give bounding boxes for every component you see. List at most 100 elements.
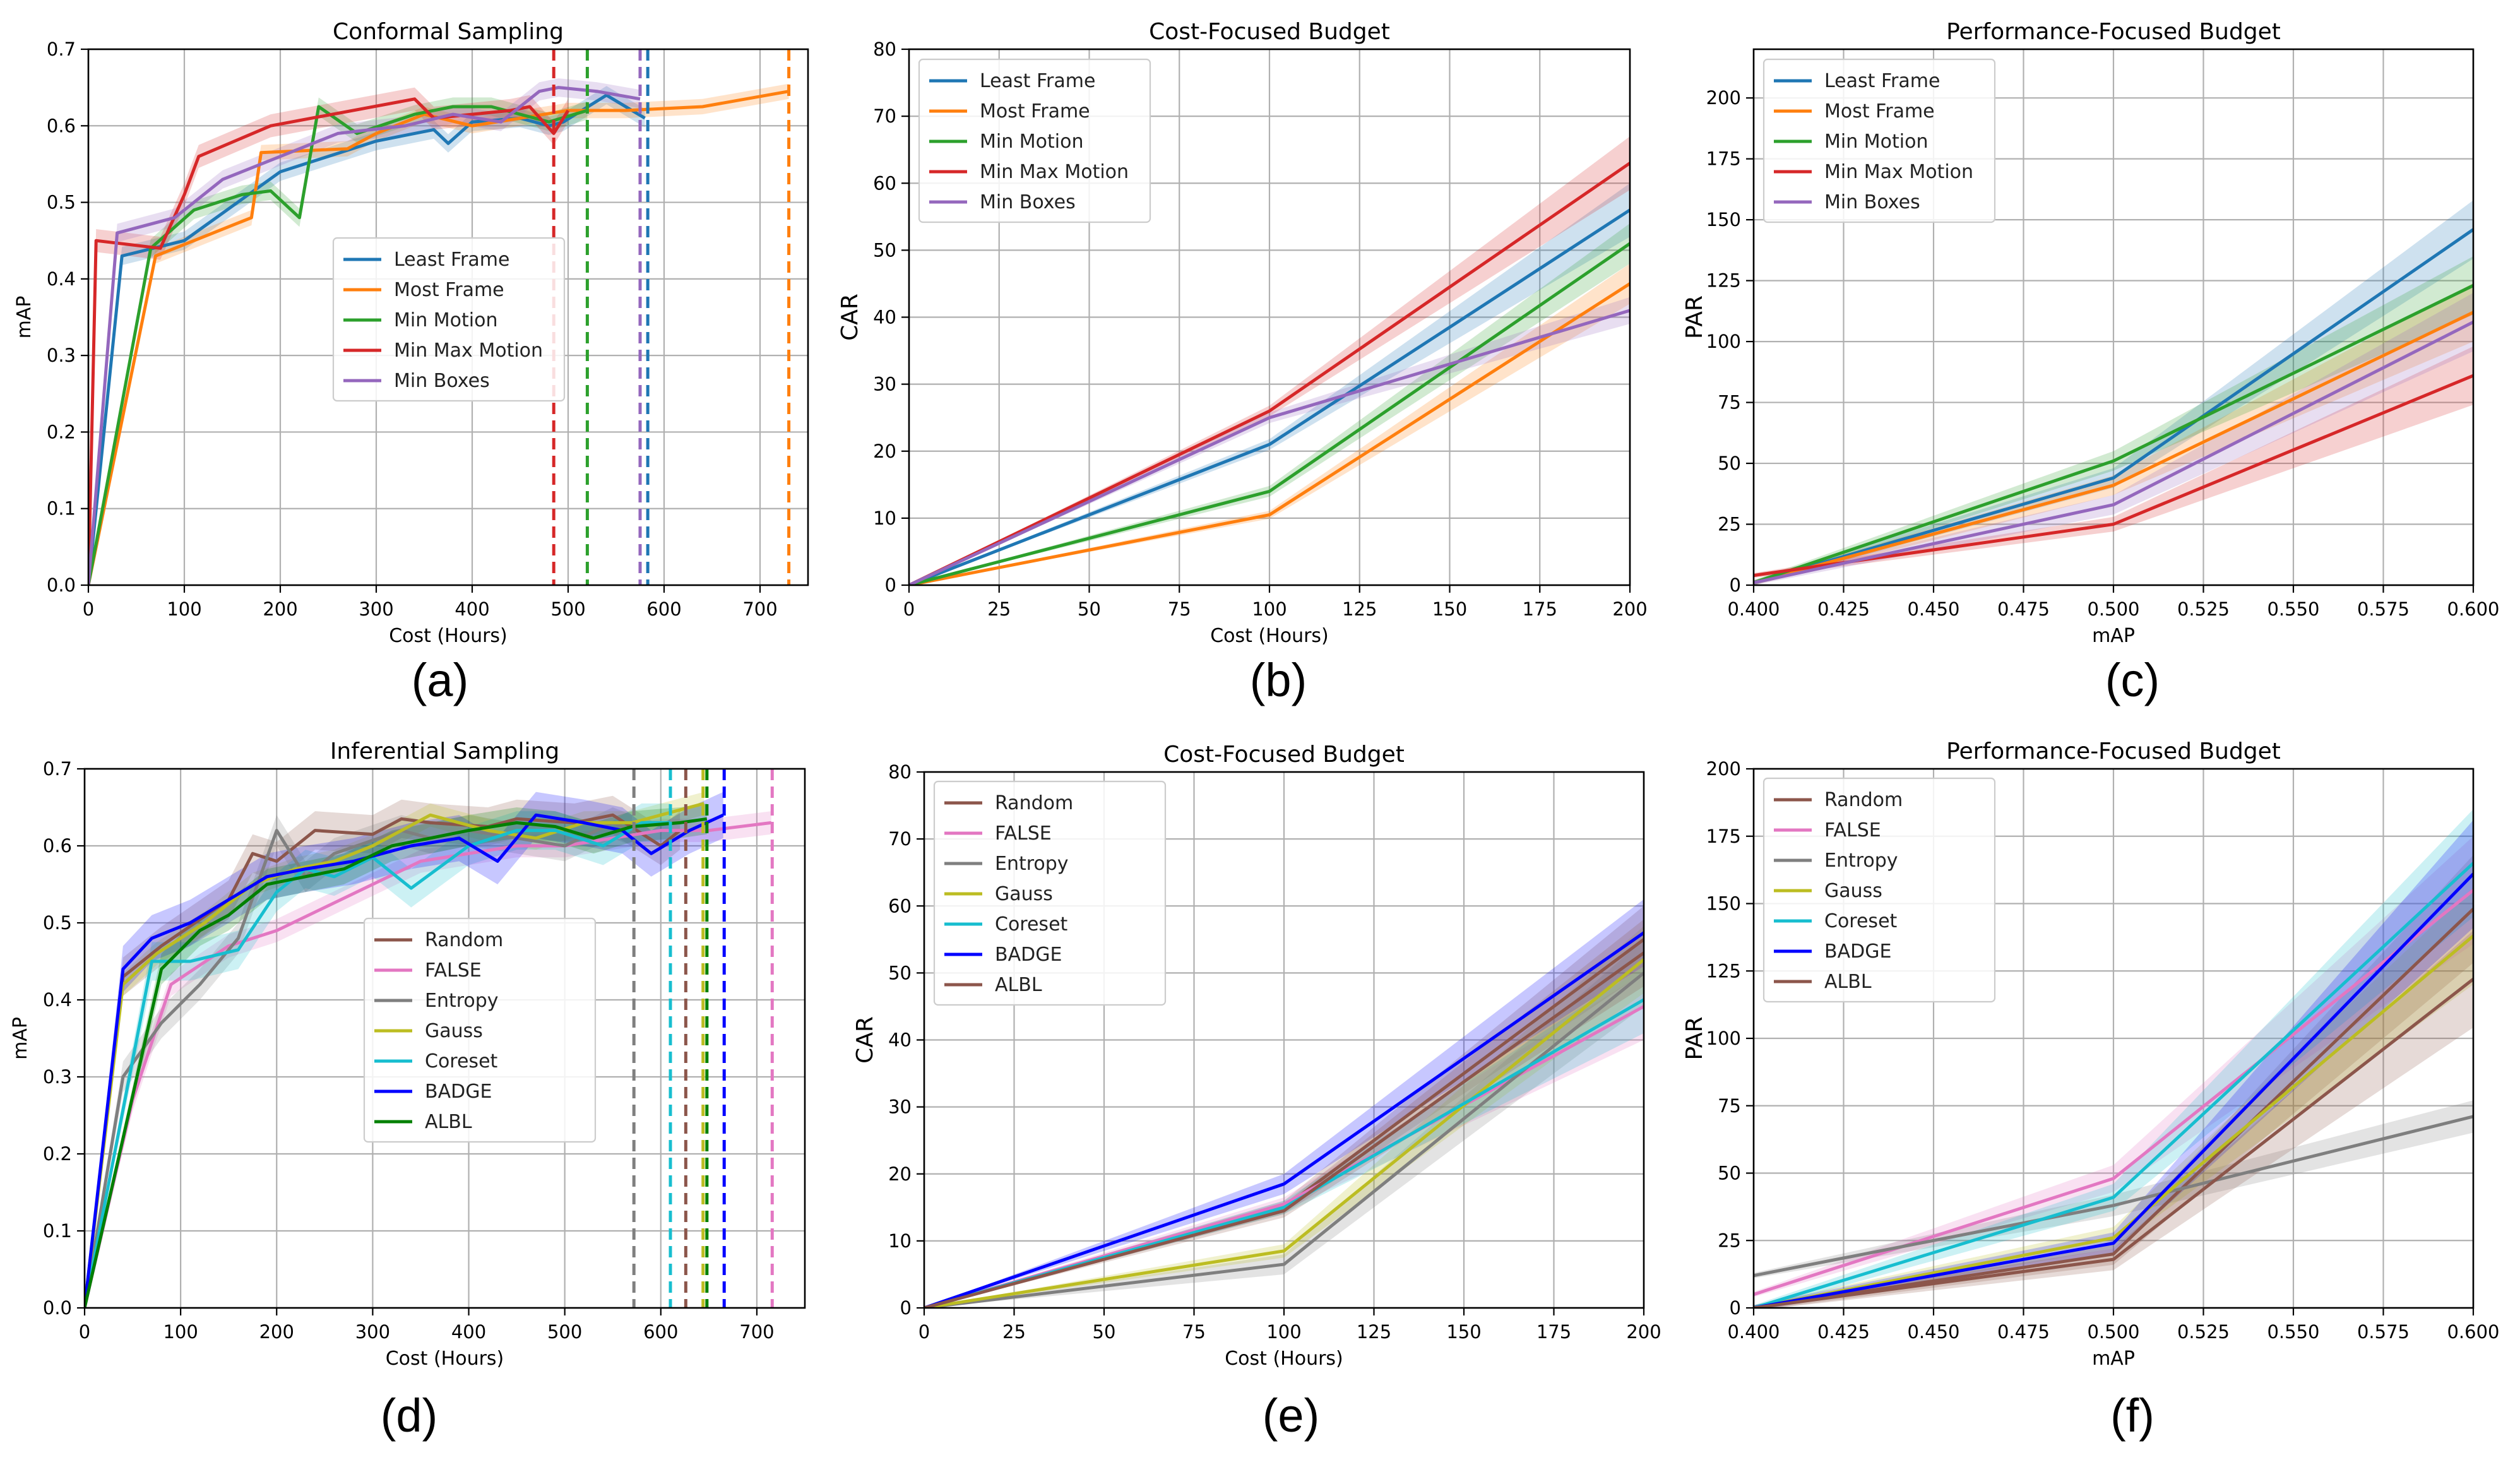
- y-tick-label: 150: [1706, 209, 1741, 230]
- panel-label-e: (e): [1262, 1389, 1320, 1442]
- legend-label: Most Frame: [394, 279, 504, 301]
- series-line: [1754, 311, 2473, 585]
- legend-label: Gauss: [1824, 880, 1882, 902]
- legend-box: [1762, 58, 1996, 223]
- legend-label: Min Motion: [1824, 131, 1928, 153]
- plot-area: [909, 136, 1630, 585]
- legend-label: FALSE: [1824, 819, 1881, 841]
- panel-label-f: (f): [2110, 1389, 2154, 1442]
- legend-label: Random: [995, 792, 1073, 814]
- x-tick-label: 0: [83, 598, 94, 620]
- legend-label: Least Frame: [1824, 70, 1940, 92]
- plot-area: [88, 49, 791, 585]
- x-axis-label: mAP: [2092, 625, 2135, 647]
- x-tick-label: 0.525: [2177, 1321, 2230, 1343]
- x-tick-label: 125: [1342, 598, 1377, 620]
- series-line: [85, 817, 708, 1308]
- x-tick-label: 0.575: [2357, 1321, 2410, 1343]
- y-tick-label: 100: [1706, 1028, 1741, 1049]
- series-line: [924, 958, 1644, 1308]
- legend-label: Min Motion: [980, 131, 1083, 153]
- x-tick-label: 500: [547, 1321, 582, 1343]
- x-tick-label: 100: [163, 1321, 198, 1343]
- confidence-band: [1754, 855, 2473, 1308]
- chart-d: 0 100 200 300 400 500 600 700 0.0 0.1 0.2 0.3 0.4 0.5…: [9, 739, 806, 1370]
- x-axis-label: Cost (Hours): [386, 1348, 504, 1370]
- y-tick-label: 0.2: [47, 421, 76, 442]
- x-tick-label: 0.550: [2267, 1321, 2319, 1343]
- series-line: [1754, 374, 2473, 578]
- chart-title: Inferential Sampling: [330, 739, 559, 764]
- y-tick-label: 175: [1706, 826, 1741, 847]
- x-tick-label: 200: [259, 1321, 294, 1343]
- y-tick-label: 0.0: [43, 1297, 72, 1319]
- series-line: [88, 97, 570, 585]
- x-tick-label: 0.500: [2087, 1321, 2139, 1343]
- y-tick-label: 0.4: [43, 989, 72, 1011]
- series-line: [909, 309, 1630, 585]
- series-line: [88, 86, 641, 585]
- x-axis-label: Cost (Hours): [1210, 625, 1329, 647]
- x-tick-label: 0.575: [2357, 598, 2410, 620]
- series-line: [924, 951, 1644, 1308]
- chart-title: Conformal Sampling: [333, 19, 564, 45]
- panel-label-c: (c): [2105, 654, 2160, 706]
- x-tick-label: 700: [742, 598, 777, 620]
- y-tick-label: 100: [1706, 331, 1741, 352]
- x-tick-label: 0.600: [2447, 598, 2499, 620]
- x-tick-label: 700: [739, 1321, 774, 1343]
- y-tick-label: 0: [1730, 574, 1741, 596]
- y-tick-label: 30: [873, 374, 896, 395]
- confidence-band: [1754, 809, 2473, 1308]
- y-tick-label: 175: [1706, 148, 1741, 170]
- y-tick-label: 50: [1718, 1163, 1741, 1184]
- legend-label: Min Max Motion: [980, 161, 1129, 183]
- legend-label: Entropy: [425, 990, 499, 1012]
- series-line: [1754, 1115, 2473, 1278]
- x-tick-label: 0.475: [1997, 1321, 2050, 1343]
- legend-label: Min Motion: [394, 309, 497, 331]
- legend-label: ALBL: [995, 974, 1042, 996]
- y-tick-label: 50: [873, 239, 896, 261]
- x-tick-label: 200: [1626, 1321, 1661, 1343]
- series-line: [88, 93, 646, 585]
- y-tick-label: 25: [1718, 1230, 1741, 1251]
- x-tick-label: 0.500: [2087, 598, 2139, 620]
- legend: Least Frame Most Frame Min Motion Min Max M…: [918, 58, 1151, 223]
- x-tick-label: 0: [903, 598, 915, 620]
- y-axis-label: PAR: [1682, 295, 1708, 339]
- series-line: [1754, 978, 2473, 1308]
- y-tick-label: 70: [888, 828, 912, 850]
- series-line: [88, 90, 790, 585]
- panel-label-d: (d): [380, 1389, 438, 1442]
- y-tick-label: 0.2: [43, 1143, 72, 1165]
- x-tick-label: 600: [646, 598, 681, 620]
- x-tick-label: 125: [1357, 1321, 1391, 1343]
- legend-label: Coreset: [995, 913, 1068, 935]
- plot-area: [1754, 200, 2473, 585]
- y-tick-label: 80: [888, 761, 912, 783]
- x-tick-label: 300: [355, 1321, 390, 1343]
- y-tick-label: 10: [888, 1230, 912, 1252]
- y-tick-label: 50: [888, 962, 912, 983]
- x-axis-label: mAP: [2092, 1348, 2135, 1370]
- x-tick-label: 150: [1446, 1321, 1481, 1343]
- x-tick-label: 25: [1002, 1321, 1026, 1343]
- x-tick-label: 175: [1536, 1321, 1571, 1343]
- x-tick-label: 400: [451, 1321, 486, 1343]
- y-tick-label: 75: [1718, 392, 1741, 413]
- x-tick-label: 100: [1266, 1321, 1301, 1343]
- series-line: [85, 821, 633, 1308]
- legend-label: Min Boxes: [980, 191, 1076, 213]
- y-tick-label: 0.4: [47, 268, 76, 290]
- series-line: [909, 208, 1630, 585]
- y-tick-label: 200: [1706, 758, 1741, 780]
- series-line: [1754, 284, 2473, 585]
- x-tick-label: 0.425: [1817, 598, 1870, 620]
- legend-box: [918, 58, 1151, 223]
- x-tick-label: 175: [1523, 598, 1557, 620]
- y-axis-label: CAR: [852, 1016, 878, 1064]
- x-tick-label: 0.425: [1817, 1321, 1870, 1343]
- y-tick-label: 0.3: [43, 1066, 72, 1088]
